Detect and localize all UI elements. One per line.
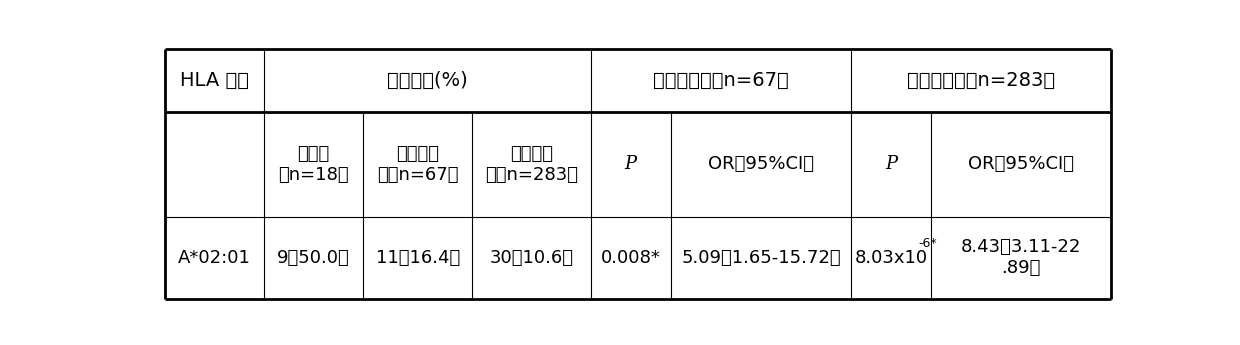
Text: 人群对照
组（n=283）: 人群对照 组（n=283） <box>485 145 578 184</box>
Text: OR（95%CI）: OR（95%CI） <box>968 155 1074 173</box>
Text: 8.43（3.11-22
.89）: 8.43（3.11-22 .89） <box>961 238 1081 277</box>
Text: -6*: -6* <box>918 237 936 250</box>
Text: A*02:01: A*02:01 <box>177 249 250 267</box>
Text: 携带频率(%): 携带频率(%) <box>387 71 467 90</box>
Text: P: P <box>885 155 898 173</box>
Text: 人群对照组（n=283）: 人群对照组（n=283） <box>906 71 1055 90</box>
Text: 0.008*: 0.008* <box>601 249 661 267</box>
Text: 临床对照组（n=67）: 临床对照组（n=67） <box>652 71 789 90</box>
Text: 9（50.0）: 9（50.0） <box>278 249 350 267</box>
Text: 11（16.4）: 11（16.4） <box>376 249 460 267</box>
Text: 药疹组
（n=18）: 药疹组 （n=18） <box>279 145 348 184</box>
Text: 临床对照
组（n=67）: 临床对照 组（n=67） <box>377 145 459 184</box>
Text: 30（10.6）: 30（10.6） <box>490 249 573 267</box>
Text: HLA 分型: HLA 分型 <box>180 71 249 90</box>
Text: 8.03x10: 8.03x10 <box>854 249 928 267</box>
Text: OR（95%CI）: OR（95%CI） <box>708 155 813 173</box>
Text: 5.09（1.65-15.72）: 5.09（1.65-15.72） <box>681 249 841 267</box>
Text: P: P <box>625 155 637 173</box>
